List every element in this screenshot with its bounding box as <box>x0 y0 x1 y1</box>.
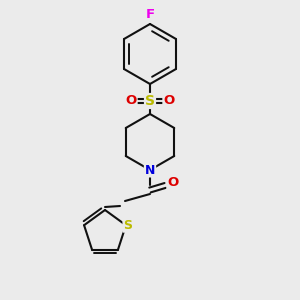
Text: O: O <box>125 94 136 107</box>
Text: S: S <box>123 219 132 232</box>
Text: N: N <box>145 164 155 176</box>
Text: F: F <box>146 8 154 22</box>
Text: O: O <box>164 94 175 107</box>
Text: S: S <box>145 94 155 108</box>
Text: O: O <box>167 176 178 190</box>
